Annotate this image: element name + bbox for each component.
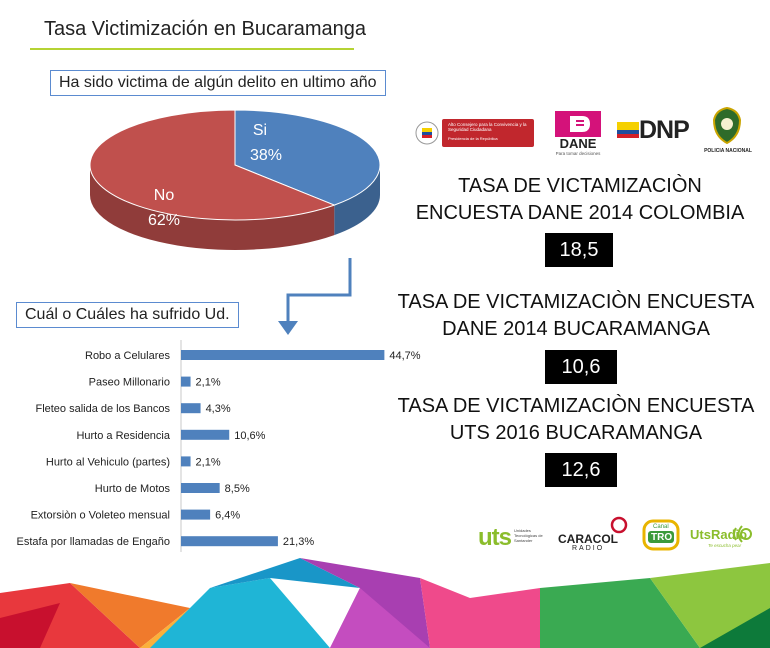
bar — [181, 350, 385, 360]
stat-title-colombia: TASA DE VICTAMIZACIÒN ENCUESTA DANE 2014… — [390, 173, 770, 227]
uts-logo: uts Unidades Tecnológicas de Santander — [478, 512, 550, 554]
dane-mark-icon — [555, 111, 601, 137]
uts-logo-text: uts — [478, 524, 512, 551]
stat-title-colombia-line1: TASA DE VICTAMIZACIÒN — [458, 175, 702, 197]
bar — [181, 509, 211, 520]
stat-title-bucaramanga-dane: TASA DE VICTAMIZACIÒN ENCUESTA DANE 2014… — [386, 289, 766, 343]
bar-category-label: Extorsiòn o Voleteo mensual — [31, 510, 170, 522]
stat-title-bucaramanga-uts: TASA DE VICTAMIZACIÒN ENCUESTA UTS 2016 … — [386, 393, 766, 447]
stat-value-bucaramanga-uts: 12,6 — [545, 453, 617, 487]
bar-category-label: Fleteo salida de los Bancos — [35, 403, 170, 415]
canal-tro-logo: Canal TRO — [642, 519, 680, 551]
pie-slice-si — [234, 109, 381, 206]
police-shield-icon — [712, 106, 742, 145]
uts-logo-subtext: Unidades Tecnológicas de Santander — [514, 528, 543, 543]
bar-value-label: 2,1% — [196, 377, 221, 389]
pie-top — [89, 109, 381, 221]
pie-value-no: 62% — [148, 212, 180, 229]
caracol-logo-text: CARACOL — [558, 532, 618, 546]
page-title: Tasa Victimización en Bucaramanga — [44, 18, 367, 40]
pie-label-si: Si — [253, 122, 267, 139]
pie-slice-no — [89, 109, 336, 221]
bar-category-label: Hurto a Residencia — [76, 430, 170, 442]
consejero-logo-subtext: Presidencia de la República — [448, 136, 498, 141]
utsradio-logo: UtsRadio Te escucha pear — [690, 522, 756, 552]
stat-value-colombia: 18,5 — [545, 233, 613, 267]
arrow-connector — [278, 258, 352, 335]
bar-value-label: 8,5% — [225, 483, 250, 495]
pie-label-no: No — [154, 187, 175, 204]
bar-category-label: Estafa por llamadas de Engaño — [17, 536, 171, 548]
bar — [181, 403, 201, 414]
bar-value-label: 21,3% — [283, 536, 314, 548]
bar-category-label: Hurto de Motos — [95, 483, 171, 495]
bar-value-label: 2,1% — [196, 456, 221, 468]
colombia-seal-icon — [415, 119, 534, 147]
pie-side — [90, 165, 380, 250]
dane-logo-subtext: Para tomar decisiones — [555, 151, 601, 156]
consejero-logo-text: Alto Consejero para la Convivencia y la … — [448, 122, 527, 132]
policia-logo: POLICIA NACIONAL — [700, 106, 756, 158]
title-underline — [30, 48, 354, 50]
pie-side-si-0 — [334, 165, 380, 236]
bar-question-label: Cuál o Cuáles ha sufrido Ud. — [16, 302, 239, 328]
bar-category-label: Paseo Millonario — [89, 377, 170, 389]
pie-chart: Si 38% No 62% — [89, 109, 381, 250]
bar-value-label: 6,4% — [215, 510, 240, 522]
utsradio-logo-subtext: Te escucha pear — [708, 543, 742, 548]
dane-logo-text: DANE — [559, 136, 597, 151]
bar-category-label: Robo a Celulares — [85, 350, 170, 362]
colombia-flag-icon — [617, 122, 639, 138]
stat-value-bucaramanga-dane: 10,6 — [545, 350, 617, 384]
bar — [181, 483, 220, 493]
bar — [181, 456, 191, 467]
bar-category-label: Hurto al Vehiculo (partes) — [46, 456, 170, 468]
bar-value-label: 10,6% — [234, 430, 265, 442]
stat-title-bucaramanga-uts-line2: UTS 2016 BUCARAMANGA — [449, 422, 703, 444]
stat-title-bucaramanga-uts-line1: TASA DE VICTAMIZACIÒN ENCUESTA — [397, 395, 755, 417]
bar-chart: Robo a Celulares 44,7% Paseo Millonario 2,1… — [17, 340, 421, 552]
radio-waves-icon — [733, 525, 752, 543]
policia-logo-text: POLICIA NACIONAL — [704, 148, 752, 154]
pie-question-label: Ha sido victima de algún delito en ultim… — [50, 70, 386, 96]
pie-value-si: 38% — [250, 147, 282, 164]
dnp-logo-text: DNP — [639, 116, 690, 144]
bar-value-label: 4,3% — [206, 403, 231, 415]
bar — [181, 429, 230, 440]
caracol-logo: CARACOL RADIO — [556, 516, 630, 556]
canal-tro-text: TRO — [651, 532, 673, 543]
bar — [181, 536, 278, 547]
pie-side-no-0 — [90, 165, 335, 250]
dane-logo: DANE Para tomar decisiones — [552, 110, 604, 160]
stat-title-colombia-line2: ENCUESTA DANE 2014 COLOMBIA — [415, 202, 745, 224]
consejero-logo: Alto Consejero para la Convivencia y la … — [414, 116, 536, 150]
utsradio-logo-text: UtsRadio — [690, 527, 748, 542]
bar-value-label: 44,7% — [389, 350, 420, 362]
caracol-logo-subtext: RADIO — [572, 545, 605, 552]
stat-title-bucaramanga-dane-line2: DANE 2014 BUCARAMANGA — [442, 318, 710, 340]
decorative-footer — [0, 558, 770, 648]
dnp-logo: DNP — [617, 116, 691, 152]
stat-title-bucaramanga-dane-line1: TASA DE VICTAMIZACIÒN ENCUESTA — [397, 291, 755, 313]
bar — [181, 376, 191, 387]
caracol-swirl-icon — [610, 516, 628, 534]
tro-badge-icon — [642, 519, 680, 551]
canal-tro-top-text: Canal — [653, 524, 669, 530]
